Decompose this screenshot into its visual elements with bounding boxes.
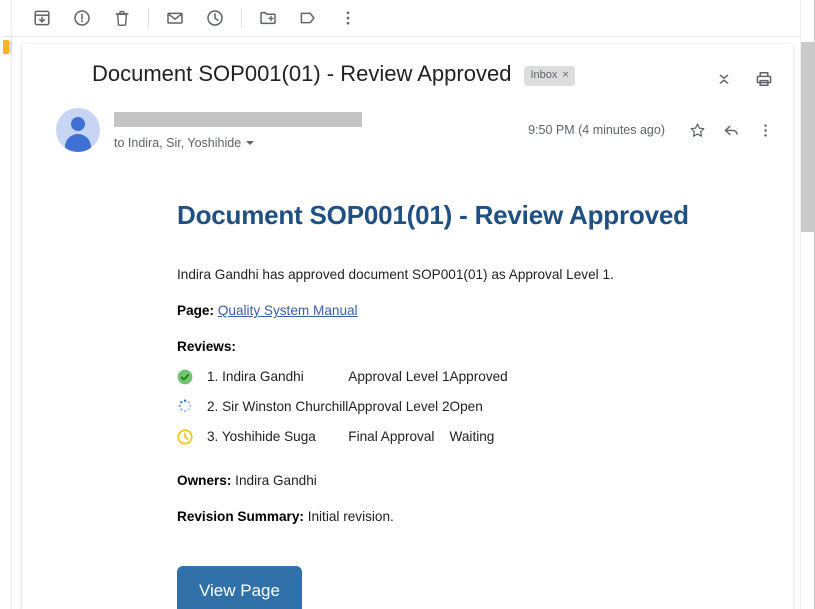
table-row: 3. Yoshihide Suga Final Approval Waiting xyxy=(177,422,508,452)
reviewer-name: 2. Sir Winston Churchill xyxy=(207,399,349,414)
reviewer-name: 3. Yoshihide Suga xyxy=(207,429,316,444)
revision-summary-value: Initial revision. xyxy=(307,509,394,524)
scrollbar-thumb[interactable] xyxy=(801,42,814,232)
recipients-row[interactable]: to Indira, Sir, Yoshihide xyxy=(114,136,528,150)
move-to-icon[interactable] xyxy=(248,0,288,36)
spinner-icon xyxy=(177,399,207,415)
print-icon[interactable] xyxy=(747,62,781,96)
owners-value: Indira Gandhi xyxy=(235,473,317,488)
recipients-label: to Indira, Sir, Yoshihide xyxy=(114,136,242,150)
page-link[interactable]: Quality System Manual xyxy=(217,303,358,318)
snooze-icon[interactable] xyxy=(195,0,235,36)
table-row: 1. Indira Gandhi Approval Level 1 Approv… xyxy=(177,362,508,392)
reviewer-name: 1. Indira Gandhi xyxy=(207,369,304,384)
star-icon[interactable] xyxy=(681,114,713,146)
toolbar-separator-2 xyxy=(241,8,242,28)
message-timestamp: 9:50 PM (4 minutes ago) xyxy=(528,123,665,137)
body-intro: Indira Gandhi has approved document SOP0… xyxy=(177,267,614,282)
clock-icon xyxy=(177,429,207,445)
subject-actions xyxy=(707,62,781,96)
sidebar-partial-item-secondary xyxy=(9,41,12,53)
scrollbar-track[interactable] xyxy=(800,0,815,609)
sidebar-divider xyxy=(5,36,12,37)
page-title: Document SOP001(01) - Review Approved xyxy=(92,61,512,86)
view-page-button[interactable]: View Page xyxy=(177,566,302,609)
revision-summary-label: Revision Summary: xyxy=(177,509,304,524)
collapse-all-icon[interactable] xyxy=(707,62,741,96)
status-icon-cell xyxy=(177,422,207,452)
message-actions: 9:50 PM (4 minutes ago) xyxy=(528,108,781,146)
toolbar-separator xyxy=(148,8,149,28)
owners-label: Owners: xyxy=(177,473,232,488)
delete-icon[interactable] xyxy=(102,0,142,36)
table-row: 2. Sir Winston Churchill Approval Level … xyxy=(177,392,508,422)
sidebar-edge-strip xyxy=(0,0,12,609)
check-circle-icon xyxy=(177,369,207,385)
sender-row: to Indira, Sir, Yoshihide 9:50 PM (4 min… xyxy=(22,108,793,160)
avatar xyxy=(56,108,100,152)
label-chip-remove-icon[interactable]: × xyxy=(562,69,569,81)
page-row: Page: Quality System Manual xyxy=(177,302,773,320)
reviewer-role: Approval Level 2 xyxy=(348,399,450,414)
status-icon-cell xyxy=(177,392,207,422)
label-chip-text: Inbox xyxy=(530,69,558,81)
reviewer-role: Final Approval xyxy=(348,429,435,444)
reviewer-status: Waiting xyxy=(449,429,495,444)
sender-meta: to Indira, Sir, Yoshihide xyxy=(114,108,528,150)
label-chip-inbox[interactable]: Inbox × xyxy=(524,66,575,86)
body-heading: Document SOP001(01) - Review Approved xyxy=(177,200,689,230)
mark-unread-icon[interactable] xyxy=(155,0,195,36)
reviewer-status: Approved xyxy=(449,369,508,384)
avatar-head xyxy=(71,117,85,131)
archive-icon[interactable] xyxy=(22,0,62,36)
owners-row: Owners: Indira Gandhi xyxy=(177,472,773,490)
message-more-options-icon[interactable] xyxy=(749,114,781,146)
sidebar-partial-item[interactable] xyxy=(3,40,9,54)
message-body: Document SOP001(01) - Review Approved In… xyxy=(22,160,793,609)
sender-name-redacted xyxy=(114,112,362,127)
message-toolbar xyxy=(12,0,815,36)
message-card: Document SOP001(01) - Review Approved In… xyxy=(22,44,793,609)
chevron-down-icon[interactable] xyxy=(246,141,255,145)
status-icon-cell xyxy=(177,362,207,392)
more-options-icon[interactable] xyxy=(328,0,368,36)
page-label: Page: xyxy=(177,303,215,318)
toolbar-underline xyxy=(12,36,815,37)
reviews-label: Reviews: xyxy=(177,339,236,354)
reviews-table: 1. Indira Gandhi Approval Level 1 Approv… xyxy=(177,362,508,452)
labels-icon[interactable] xyxy=(288,0,328,36)
reviewer-role: Approval Level 1 xyxy=(348,369,450,384)
reviewer-status: Open xyxy=(449,399,483,414)
avatar-body xyxy=(65,134,91,152)
subject-row: Document SOP001(01) - Review Approved In… xyxy=(22,60,793,88)
revision-summary-row: Revision Summary: Initial revision. xyxy=(177,508,773,526)
reply-icon[interactable] xyxy=(715,114,747,146)
report-spam-icon[interactable] xyxy=(62,0,102,36)
